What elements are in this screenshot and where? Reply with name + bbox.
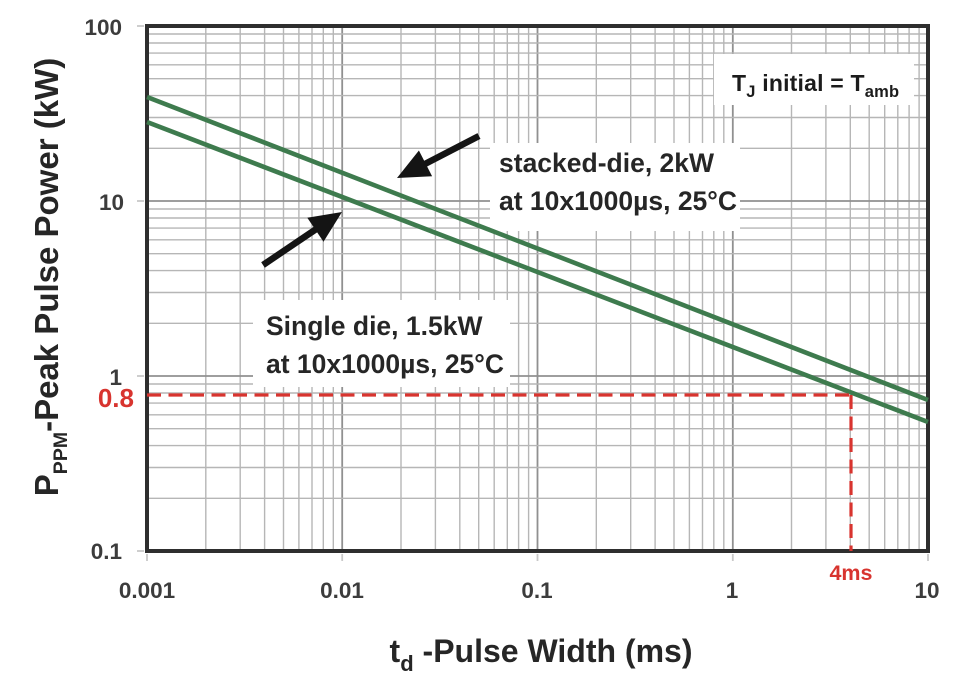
svg-text:at 10x1000µs, 25°C: at 10x1000µs, 25°C (266, 349, 504, 379)
svg-text:1: 1 (726, 578, 739, 603)
svg-text:10: 10 (99, 190, 124, 215)
svg-text:10: 10 (914, 578, 939, 603)
svg-text:td -Pulse Width (ms): td -Pulse Width (ms) (390, 633, 693, 676)
svg-text:0.001: 0.001 (119, 578, 175, 603)
svg-text:PPPM-Peak Pulse Power (kW): PPPM-Peak Pulse Power (kW) (28, 58, 72, 496)
svg-text:1: 1 (109, 365, 122, 390)
svg-text:at 10x1000µs, 25°C: at 10x1000µs, 25°C (499, 186, 737, 216)
svg-text:4ms: 4ms (829, 561, 872, 585)
svg-text:0.8: 0.8 (98, 383, 134, 413)
svg-text:0.01: 0.01 (320, 578, 364, 603)
svg-text:stacked-die, 2kW: stacked-die, 2kW (499, 148, 714, 178)
svg-text:100: 100 (84, 15, 122, 40)
svg-text:0.1: 0.1 (521, 578, 552, 603)
svg-text:0.1: 0.1 (91, 539, 122, 564)
svg-text:Single die, 1.5kW: Single die, 1.5kW (266, 311, 482, 341)
